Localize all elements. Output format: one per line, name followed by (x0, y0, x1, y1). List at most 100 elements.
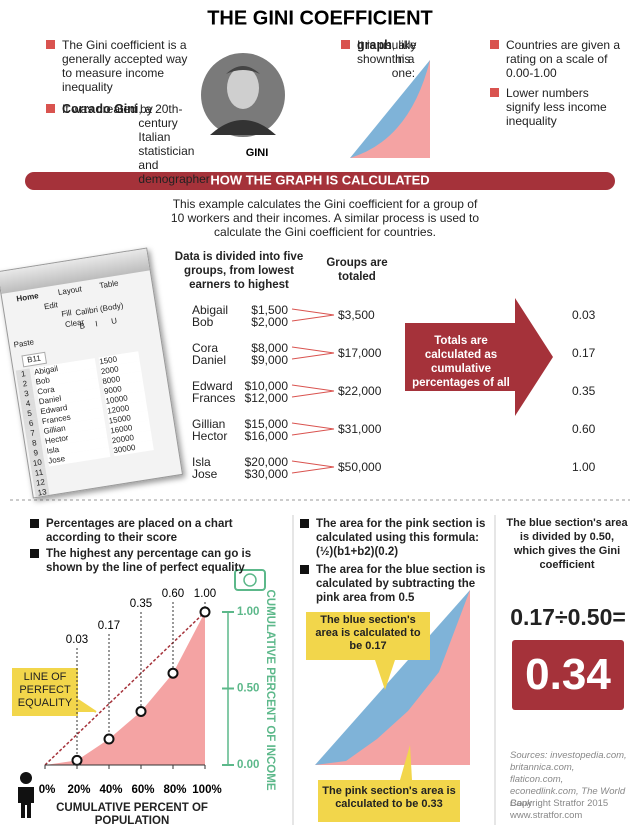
connector (291, 308, 335, 316)
bullet-text: The highest any percentage can go is sho… (46, 547, 286, 575)
data-point (103, 733, 115, 745)
bullet-segment: Lower numbers signify less income inequa… (506, 86, 607, 128)
data-label: 0.60 (162, 588, 184, 600)
group-total: $31,000 (338, 422, 382, 436)
group-total: $22,000 (338, 384, 382, 398)
bullet-text: It is usually shown in a graph, like thi… (357, 38, 435, 80)
sheet-tab: Layout (57, 284, 83, 297)
toolbar-label: U (110, 316, 118, 326)
equality-callout: LINE OF PERFECT EQUALITY (17, 671, 73, 709)
worker-income: $10,000 (244, 379, 288, 393)
example-text: This example calculates the Gini coeffic… (170, 197, 480, 239)
group-total: $50,000 (338, 460, 382, 474)
toolbar-label: B (78, 321, 86, 331)
bullet-square (300, 565, 309, 574)
worker-name: Hector (192, 429, 228, 443)
area (45, 612, 205, 765)
data-label: 1.00 (194, 588, 216, 600)
bullet-segment: Corrado Gini (62, 102, 139, 116)
annotation-pointer (77, 699, 97, 713)
group-share: 0.17 (572, 346, 596, 360)
bullet-square (46, 104, 55, 113)
worker-income: $30,000 (244, 467, 288, 481)
money-icon (243, 573, 257, 587)
bullet-square (30, 519, 39, 528)
y-axis-title: CUMULATIVE PERCENT OF INCOME (264, 589, 276, 790)
bullet-segment: The highest any percentage can go is sho… (46, 548, 252, 574)
totals-header: Groups are totaled (326, 257, 388, 283)
arrow (405, 298, 553, 416)
portrait-caption: GINI (246, 147, 269, 159)
x-tick-label: 40% (99, 784, 122, 796)
connector (291, 428, 335, 436)
bullet-segment: Percentages are placed on a chart accord… (46, 518, 233, 544)
data-label: 0.35 (130, 598, 152, 610)
worker-name: Frances (192, 391, 236, 405)
sheet-tab: Table (98, 278, 120, 291)
pink-callout-box (318, 745, 460, 822)
worker-income: $8,000 (251, 341, 288, 355)
x-tick-label: 80% (163, 784, 186, 796)
worker-name: Edward (192, 379, 233, 393)
x-tick-label: 0% (39, 784, 56, 796)
bullet-square (490, 88, 499, 97)
connector (291, 314, 335, 322)
bullet-segment: It is usually shown in a (357, 38, 417, 66)
result-box (512, 640, 624, 710)
group-total: $17,000 (338, 346, 382, 360)
bullet-square (490, 40, 499, 49)
x-tick-label: 100% (192, 784, 221, 796)
worker-income: $9,000 (251, 353, 288, 367)
x-axis-title: CUMULATIVE PERCENT OF POPULATION (56, 802, 208, 827)
result-text: The blue section's area is divided by 0.… (506, 517, 628, 571)
bullet-square (341, 40, 350, 49)
toolbar-label: Calibri (Body) (74, 301, 125, 318)
connector (291, 390, 335, 398)
worker-name: Isla (192, 455, 211, 469)
x-tick-label: 20% (67, 784, 90, 796)
connector (291, 352, 335, 360)
area-graph-pink (315, 590, 470, 765)
blue-callout-box (306, 612, 430, 690)
person-icon (20, 772, 32, 784)
data-point (199, 606, 211, 618)
equality-callout-box (12, 668, 96, 716)
connector (291, 346, 335, 354)
worker-name: Cora (192, 341, 219, 355)
portrait-hair (226, 66, 260, 74)
group-share: 0.03 (572, 308, 596, 322)
worker-income: $1,500 (251, 303, 288, 317)
worker-name: Gillian (192, 417, 226, 431)
group-total: $3,500 (338, 308, 375, 322)
bullet-square (30, 549, 39, 558)
worker-name: Jose (192, 467, 218, 481)
sources: Sources: investopedia.com, britannica.co… (510, 750, 627, 809)
connector (291, 384, 335, 392)
group-share: 1.00 (572, 460, 596, 474)
worker-income: $20,000 (244, 455, 288, 469)
bullet-segment: graph (357, 38, 392, 52)
toolbar-label: Fill (60, 308, 73, 319)
bullet-segment: It was created by (62, 102, 153, 116)
bullet-segment: The area for the pink section is calcula… (316, 518, 486, 558)
bullet-text: The area for the pink section is calcula… (316, 517, 494, 559)
banner-text: HOW THE GRAPH IS CALCULATED (210, 172, 429, 187)
bullet-segment: The Gini coefficient is a generally acce… (62, 38, 188, 94)
website: www.stratfor.com (510, 810, 583, 821)
equality-line (44, 611, 206, 766)
data-point (135, 705, 147, 717)
portrait-face (227, 67, 259, 109)
connector (291, 466, 335, 474)
worker-name: Daniel (192, 353, 227, 367)
worker-name: Abigail (192, 303, 229, 317)
cell-reference: B11 (21, 351, 47, 368)
worker-income: $15,000 (244, 417, 288, 431)
toolbar-label: I (94, 319, 99, 329)
bullet-text: Percentages are placed on a chart accord… (46, 517, 286, 545)
person-icon (18, 787, 34, 818)
bullet-segment: The area for the blue section is calcula… (316, 564, 486, 604)
y-tick-label: 1.00 (237, 606, 259, 618)
data-point (167, 667, 179, 679)
